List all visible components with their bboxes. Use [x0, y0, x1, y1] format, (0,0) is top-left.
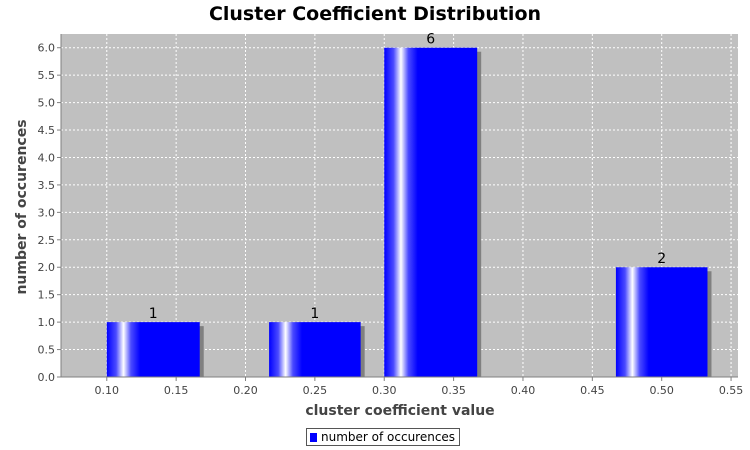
y-tick-label: 2.0 — [38, 261, 56, 274]
y-tick-label: 0.5 — [38, 344, 56, 357]
legend-swatch — [310, 432, 317, 442]
bar-value-label: 1 — [310, 306, 319, 322]
bar-value-label: 1 — [149, 306, 158, 322]
bar — [106, 322, 200, 377]
bars — [106, 47, 708, 377]
legend-label: number of occurences — [321, 430, 456, 444]
y-tick-label: 1.5 — [38, 289, 56, 302]
chart-title: Cluster Coefficient Distribution — [208, 3, 542, 25]
x-tick-label: 0.10 — [95, 384, 120, 397]
bar-value-labels: 1 1 6 2 — [149, 32, 666, 322]
y-tick-label: 3.0 — [38, 206, 56, 219]
y-tick-label: 0.0 — [38, 371, 56, 384]
y-tick-label: 6.0 — [38, 42, 56, 55]
x-tick-label: 0.50 — [649, 384, 674, 397]
legend: number of occurences — [306, 428, 461, 446]
bar-value-label: 6 — [426, 32, 435, 48]
bar — [615, 267, 708, 377]
x-axis-label: cluster coefficient value — [305, 403, 494, 419]
y-tick-label: 5.5 — [38, 69, 56, 82]
x-tick-label: 0.55 — [719, 384, 744, 397]
x-tick-label: 0.15 — [164, 384, 189, 397]
y-tick-label: 1.0 — [38, 316, 56, 329]
y-axis-label: number of occurences — [14, 119, 30, 294]
bar-value-label: 2 — [657, 251, 666, 267]
bar — [269, 322, 361, 377]
x-tick-label: 0.35 — [441, 384, 466, 397]
x-tick-label: 0.20 — [233, 384, 258, 397]
x-tick-label: 0.30 — [372, 384, 397, 397]
x-tick-label: 0.40 — [511, 384, 536, 397]
y-tick-label: 4.5 — [38, 124, 56, 137]
x-tick-label: 0.25 — [303, 384, 328, 397]
y-tick-label: 4.0 — [38, 151, 56, 164]
y-tick-label: 5.0 — [38, 97, 56, 110]
y-tick-label: 3.5 — [38, 179, 56, 192]
y-tick-label: 2.5 — [38, 234, 56, 247]
axes: 0.0 0.5 1.0 1.5 2.0 2.5 3.0 3.5 4.0 4.5 5.0 5.5 6.0 0… — [38, 34, 744, 397]
bar — [384, 47, 478, 377]
x-tick-label: 0.45 — [580, 384, 605, 397]
